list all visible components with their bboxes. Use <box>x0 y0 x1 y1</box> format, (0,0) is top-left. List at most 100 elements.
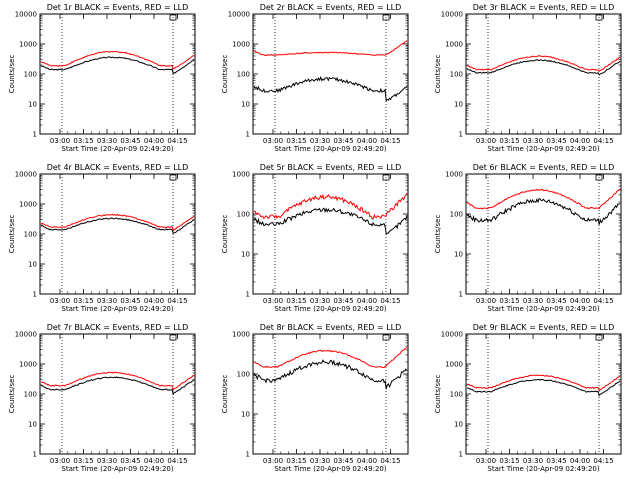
panel-5: Det 5r BLACK = Events, RED = LLD 1 10 100 10… <box>221 163 409 313</box>
plot-frame <box>252 13 409 135</box>
x-tick-label: 03:15 <box>286 137 306 145</box>
x-tick-label: 03:00 <box>263 457 283 465</box>
x-axis-label: Start Time (20-Apr-09 02:49:20) <box>274 465 386 473</box>
x-axis-label: Start Time (20-Apr-09 02:49:20) <box>61 465 173 473</box>
x-tick-label: 03:30 <box>97 457 117 465</box>
x-tick-label: 03:45 <box>120 297 140 305</box>
y-axis-label: Counts/sec <box>221 375 229 414</box>
x-tick-label: 03:30 <box>523 457 543 465</box>
y-axis-label: Counts/sec <box>8 215 16 254</box>
series-lld-line <box>466 188 621 210</box>
x-tick-label: 04:00 <box>144 137 164 145</box>
x-tick-label: 03:30 <box>310 297 330 305</box>
y-tick-label: 1 <box>459 131 463 139</box>
y-axis-label: Counts/sec <box>434 375 442 414</box>
chart-title: Det 8r BLACK = Events, RED = LLD <box>260 323 402 332</box>
y-tick-label: 10 <box>241 251 250 259</box>
x-tick-label: 04:15 <box>380 297 400 305</box>
y-tick-label: 100 <box>450 71 463 79</box>
series-events-line <box>466 59 621 76</box>
y-tick-label: 10 <box>454 421 463 429</box>
y-tick-label: 100 <box>237 371 250 379</box>
panel-6: Det 6r BLACK = Events, RED = LLD 1 10 100 10… <box>434 163 622 313</box>
series-events-line <box>40 376 195 396</box>
flag-marker <box>169 334 177 341</box>
x-axis-label: Start Time (20-Apr-09 02:49:20) <box>61 145 173 153</box>
x-tick-label: 03:15 <box>499 457 519 465</box>
x-tick-label: 03:15 <box>73 457 93 465</box>
y-tick-label: 10000 <box>228 11 250 19</box>
x-tick-label: 04:15 <box>380 137 400 145</box>
y-tick-label: 100 <box>237 211 250 219</box>
x-axis-label: Start Time (20-Apr-09 02:49:20) <box>487 465 599 473</box>
chart-title: Det 3r BLACK = Events, RED = LLD <box>473 3 615 12</box>
flag-marker <box>595 174 603 181</box>
y-axis-label: Counts/sec <box>221 55 229 94</box>
x-tick-label: 03:30 <box>97 297 117 305</box>
panel-1: Det 1r BLACK = Events, RED = LLD 1 10 100 10… <box>8 3 196 153</box>
x-tick-label: 03:45 <box>120 457 140 465</box>
y-tick-label: 1 <box>246 291 250 299</box>
x-tick-label: 03:45 <box>333 137 353 145</box>
x-tick-label: 03:15 <box>286 457 306 465</box>
chart-title: Det 9r BLACK = Events, RED = LLD <box>473 323 615 332</box>
y-tick-label: 1000 <box>445 171 463 179</box>
x-tick-label: 04:00 <box>357 137 377 145</box>
x-tick-label: 04:00 <box>144 457 164 465</box>
panel-7: Det 7r BLACK = Events, RED = LLD 1 10 100 10… <box>8 323 196 473</box>
y-tick-label: 10 <box>28 261 37 269</box>
x-axis-label: Start Time (20-Apr-09 02:49:20) <box>487 145 599 153</box>
x-tick-label: 04:00 <box>570 297 590 305</box>
y-axis-label: Counts/sec <box>8 375 16 414</box>
y-tick-label: 1 <box>33 131 37 139</box>
x-axis-label: Start Time (20-Apr-09 02:49:20) <box>487 305 599 313</box>
y-tick-label: 100 <box>24 391 37 399</box>
y-tick-label: 1000 <box>445 41 463 49</box>
plot-frame <box>39 173 196 295</box>
series-lld-line <box>40 213 195 233</box>
panel-9: Det 9r BLACK = Events, RED = LLD 1 10 100 10… <box>434 323 622 473</box>
x-tick-label: 04:00 <box>357 297 377 305</box>
y-tick-label: 10 <box>241 101 250 109</box>
x-axis-label: Start Time (20-Apr-09 02:49:20) <box>274 145 386 153</box>
x-tick-label: 03:30 <box>523 137 543 145</box>
x-tick-label: 03:00 <box>476 137 496 145</box>
y-tick-label: 1000 <box>19 361 37 369</box>
series-events-line <box>253 75 408 102</box>
y-tick-label: 1 <box>33 291 37 299</box>
series-events-line <box>40 217 195 235</box>
y-tick-label: 1000 <box>232 171 250 179</box>
x-tick-label: 03:45 <box>546 297 566 305</box>
x-tick-label: 04:15 <box>167 457 187 465</box>
x-tick-label: 03:30 <box>523 297 543 305</box>
y-tick-label: 1000 <box>445 361 463 369</box>
series-lld-line <box>466 374 621 392</box>
chart-title: Det 2r BLACK = Events, RED = LLD <box>260 3 402 12</box>
y-tick-label: 1 <box>459 451 463 459</box>
series-events-line <box>40 56 195 75</box>
y-tick-label: 1000 <box>19 41 37 49</box>
series-events-line <box>466 378 621 397</box>
panel-4: Det 4r BLACK = Events, RED = LLD 1 10 100 10… <box>8 163 196 313</box>
x-tick-label: 03:00 <box>50 457 70 465</box>
series-lld-line <box>253 346 408 369</box>
x-tick-label: 03:45 <box>546 457 566 465</box>
x-tick-label: 03:00 <box>263 137 283 145</box>
series-lld-line <box>253 40 408 57</box>
y-tick-label: 10000 <box>15 171 37 179</box>
y-tick-label: 10000 <box>15 11 37 19</box>
x-tick-label: 04:15 <box>380 457 400 465</box>
x-tick-label: 03:45 <box>333 457 353 465</box>
x-tick-label: 03:15 <box>499 137 519 145</box>
chart-title: Det 7r BLACK = Events, RED = LLD <box>47 323 189 332</box>
plot-frame <box>252 333 409 455</box>
x-tick-label: 03:30 <box>310 137 330 145</box>
x-tick-label: 03:45 <box>546 137 566 145</box>
x-tick-label: 04:00 <box>144 297 164 305</box>
series-lld-line <box>40 371 195 391</box>
x-tick-label: 03:30 <box>310 457 330 465</box>
flag-marker <box>382 174 390 181</box>
x-tick-label: 03:45 <box>120 137 140 145</box>
y-axis-label: Counts/sec <box>434 215 442 254</box>
plot-frame <box>465 333 622 455</box>
